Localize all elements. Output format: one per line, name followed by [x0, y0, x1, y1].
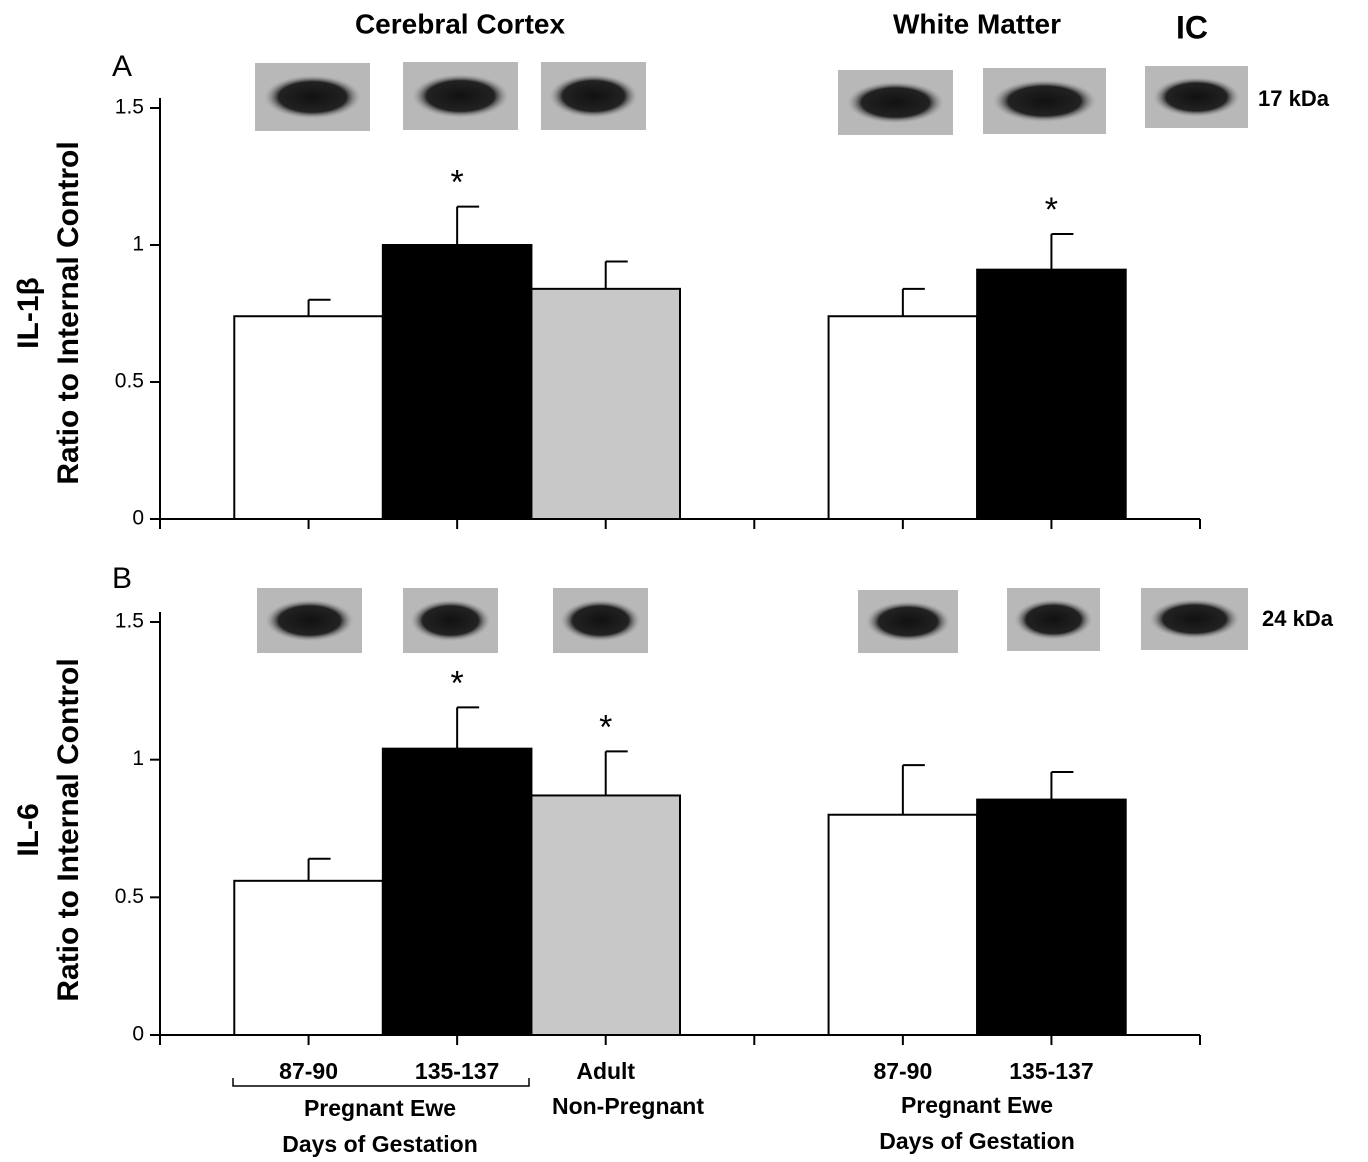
bar [531, 289, 680, 519]
y-tick-label: 0 [132, 1023, 144, 1046]
significance-star: * [599, 708, 612, 746]
blot-band [866, 601, 950, 641]
panel-letter: B [112, 562, 132, 595]
blot-band [847, 82, 944, 124]
blot-band [561, 600, 641, 642]
bar [531, 795, 680, 1035]
x-tick-label: 135-137 [1009, 1058, 1093, 1084]
x-tick-label: 87-90 [279, 1058, 338, 1084]
bar [383, 245, 532, 519]
bar [977, 800, 1126, 1035]
bar [234, 881, 383, 1035]
bar [829, 316, 978, 519]
blot-band [264, 75, 361, 119]
blot-label: 24 kDa [1262, 606, 1334, 631]
group-label: Pregnant Ewe [304, 1095, 456, 1121]
y-tick-label: 1 [132, 747, 144, 770]
blot-band [265, 600, 353, 642]
bar [234, 316, 383, 519]
blot-band [411, 600, 491, 642]
x-tick-label: 87-90 [873, 1058, 932, 1084]
y-tick-label: 0 [132, 507, 144, 530]
bar [829, 815, 978, 1035]
group-label: Non-Pregnant [552, 1093, 704, 1119]
blot-band [1014, 599, 1092, 639]
blot-label: 17 kDa [1258, 86, 1330, 111]
panel-letter: A [112, 50, 132, 83]
heading: Cerebral Cortex [355, 8, 566, 39]
group-label: Pregnant Ewe [901, 1092, 1053, 1118]
significance-star: * [451, 664, 464, 702]
blot-band [549, 74, 637, 118]
figure: Cerebral Cortex White Matter IC A 17 kDa I… [0, 0, 1368, 1162]
y-tick-label: 0.5 [115, 885, 144, 908]
y-tick-label: 1.5 [115, 96, 144, 119]
x-tick-label: 135-137 [415, 1058, 499, 1084]
y-axis-label: IL-1β [12, 277, 45, 349]
significance-star: * [451, 164, 464, 202]
y-axis-label: Ratio to Internal Control [52, 658, 85, 1001]
blot-band [993, 80, 1096, 122]
x-tick-label: Adult [576, 1058, 635, 1084]
heading: IC [1176, 9, 1208, 45]
group-label: Days of Gestation [282, 1131, 478, 1157]
heading: White Matter [893, 8, 1061, 39]
y-tick-label: 1 [132, 233, 144, 256]
blot-band [1150, 599, 1240, 639]
bar [977, 270, 1126, 519]
significance-star: * [1045, 191, 1058, 229]
y-tick-label: 0.5 [115, 370, 144, 393]
blot-band [412, 74, 509, 118]
blot-band [1153, 77, 1240, 117]
group-label: Days of Gestation [879, 1128, 1075, 1154]
y-tick-label: 1.5 [115, 610, 144, 633]
y-axis-label: Ratio to Internal Control [52, 141, 85, 484]
y-axis-label: IL-6 [12, 803, 45, 856]
bar [383, 749, 532, 1035]
